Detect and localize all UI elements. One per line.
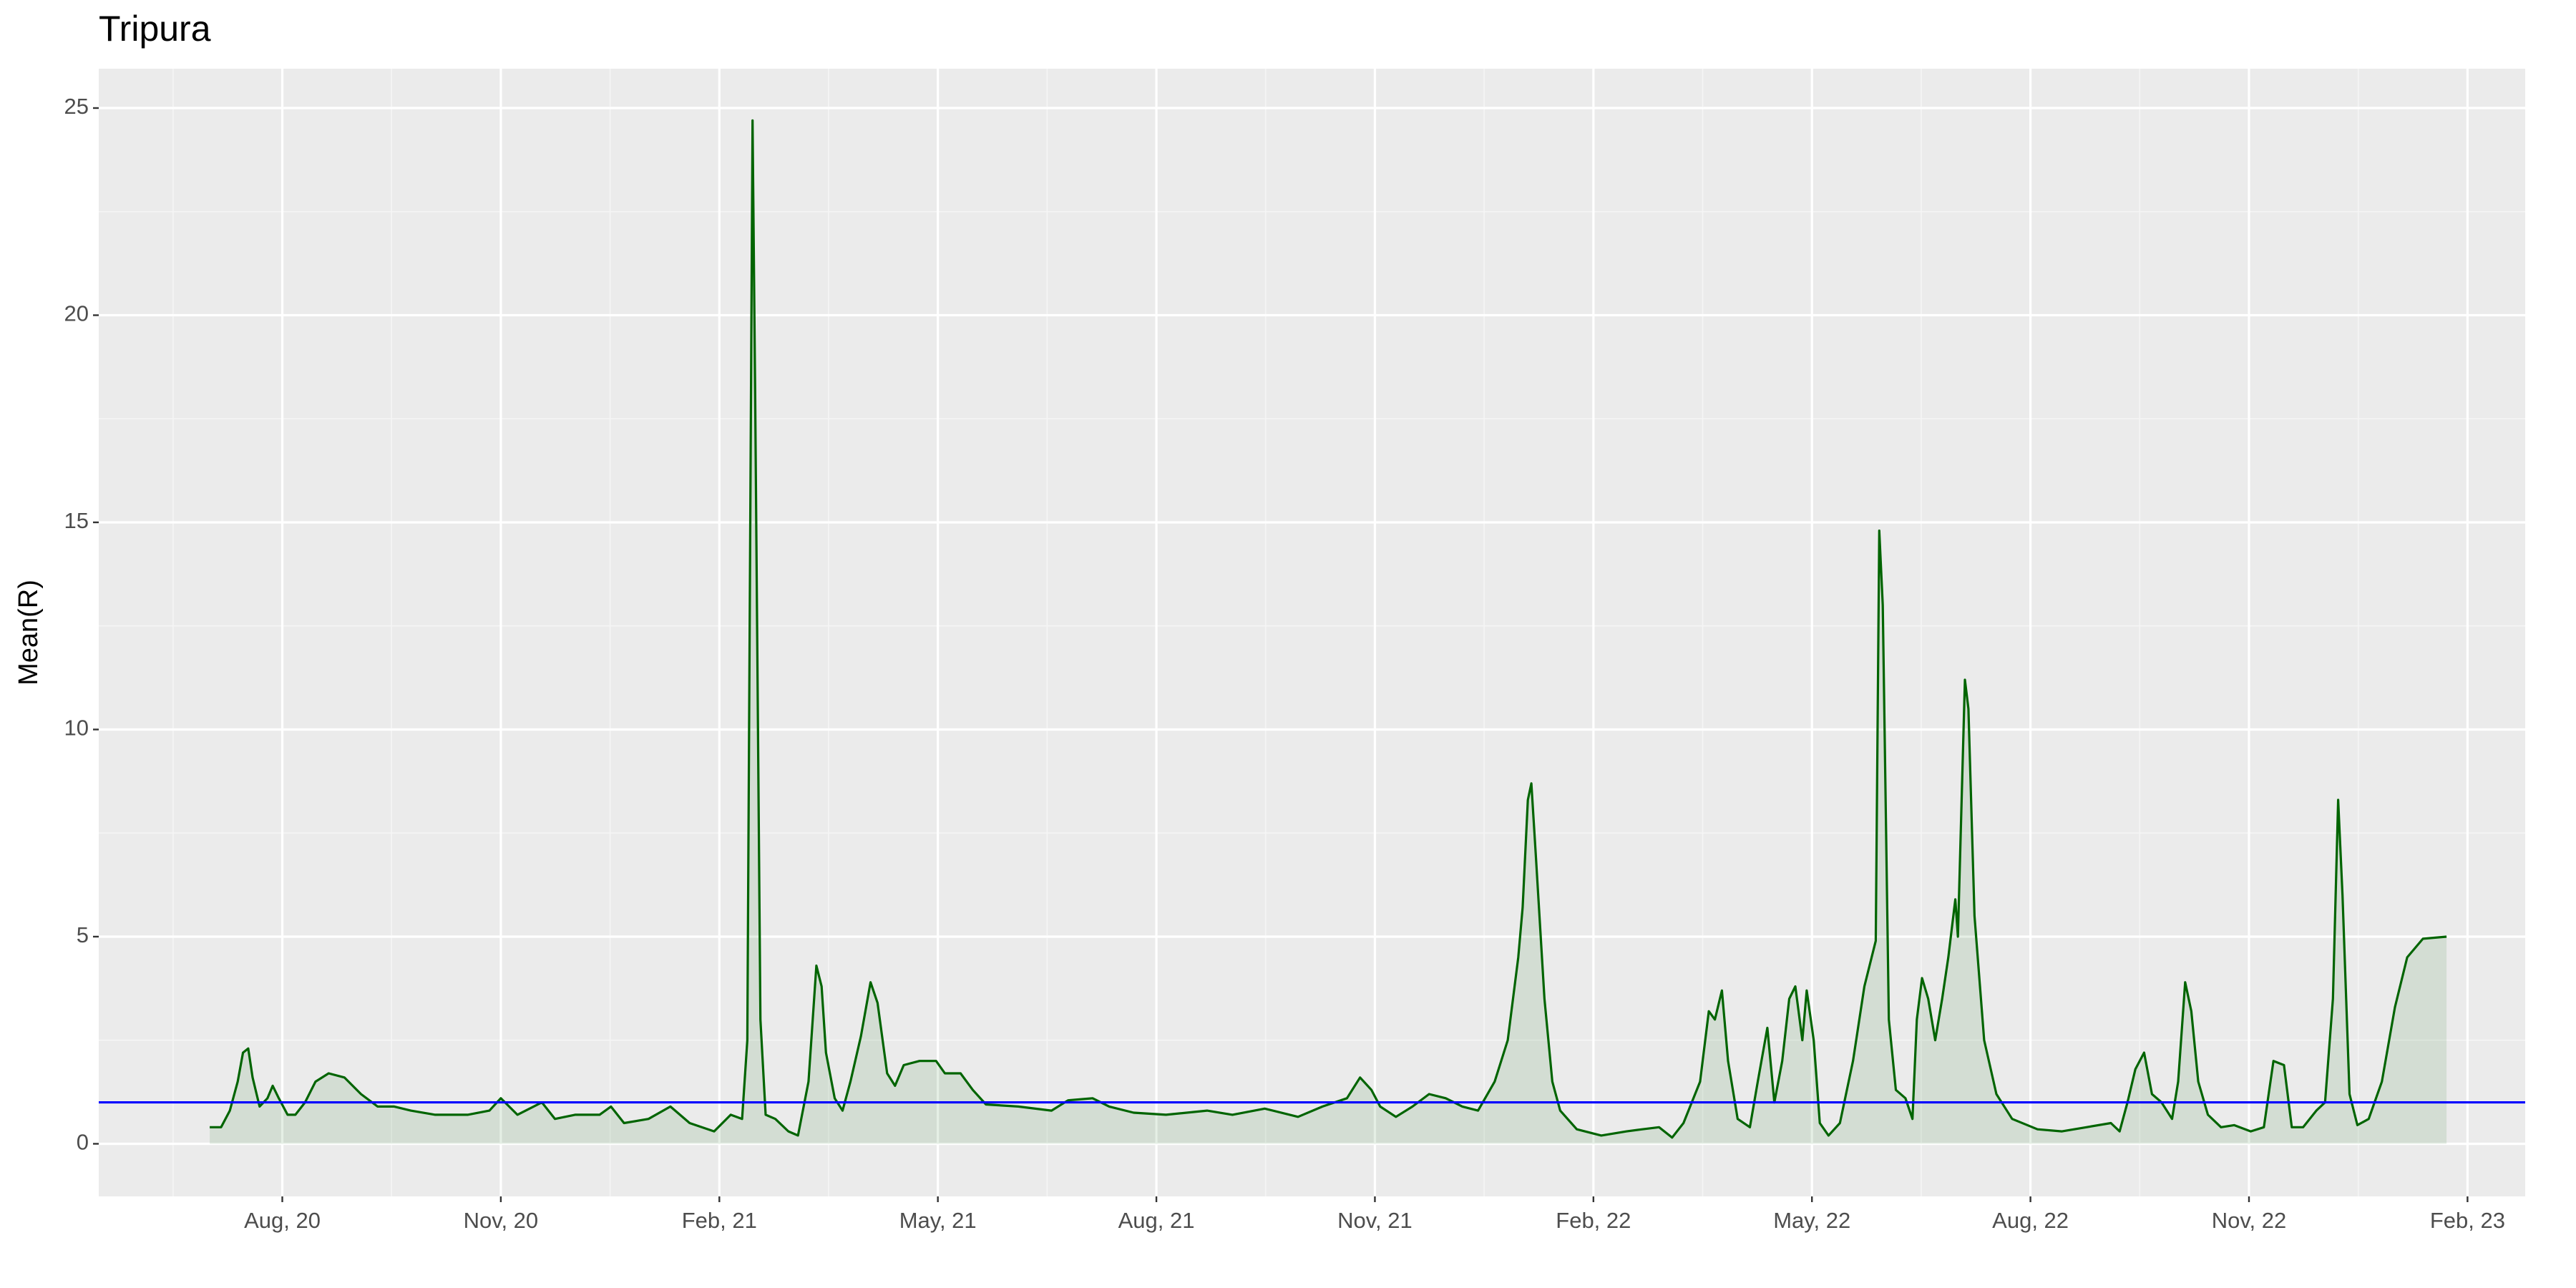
y-axis-label: Mean(R) (14, 580, 44, 686)
x-tick-label: Feb, 21 (682, 1208, 757, 1233)
x-tick-label: Aug, 22 (1992, 1208, 2069, 1233)
x-tick-label: Nov, 20 (464, 1208, 539, 1233)
x-tick-label: May, 21 (899, 1208, 977, 1233)
x-tick-label: May, 22 (1773, 1208, 1850, 1233)
panel (99, 69, 2525, 1196)
chart-title: Tripura (99, 9, 211, 49)
y-tick-label: 20 (64, 301, 89, 326)
x-tick-label: Nov, 22 (2212, 1208, 2287, 1233)
line (210, 119, 2447, 1139)
y-tick-label: 25 (64, 94, 89, 119)
x-tick-label: Feb, 22 (1556, 1208, 1631, 1233)
x-tick-label: Feb, 23 (2430, 1208, 2505, 1233)
x-tick-label: Nov, 21 (1337, 1208, 1413, 1233)
y-tick-label: 15 (64, 508, 89, 533)
x-tick-label: Aug, 20 (244, 1208, 321, 1233)
y-tick-label: 0 (77, 1130, 89, 1155)
y-tick-label: 5 (77, 922, 89, 947)
y-tick-label: 10 (64, 716, 89, 741)
x-tick-label: Aug, 21 (1118, 1208, 1195, 1233)
